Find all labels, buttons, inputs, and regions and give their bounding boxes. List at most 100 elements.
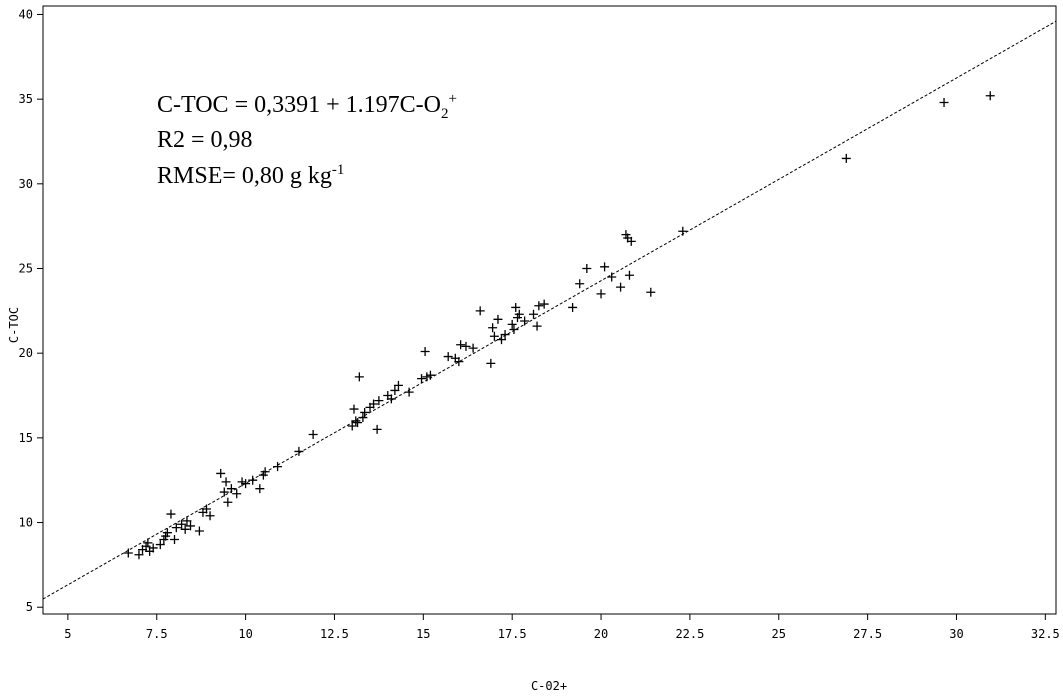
x-tick-label: 12.5 xyxy=(320,627,349,641)
data-point xyxy=(148,543,158,553)
equation-text: C-TOC = 0,3391 + 1.197C-O xyxy=(157,92,441,118)
data-point xyxy=(456,340,466,350)
data-point xyxy=(939,98,949,108)
equation-annotation: C-TOC = 0,3391 + 1.197C-O2+ xyxy=(157,92,457,122)
data-point xyxy=(223,497,233,507)
data-point xyxy=(202,504,212,514)
data-point xyxy=(575,279,585,289)
data-point xyxy=(497,335,507,345)
data-point xyxy=(534,301,544,311)
equation-superscript: + xyxy=(448,91,457,107)
data-point xyxy=(985,91,995,101)
data-point xyxy=(626,236,636,246)
data-point xyxy=(646,287,656,297)
data-point xyxy=(182,516,192,526)
data-point xyxy=(509,324,519,334)
data-point xyxy=(166,509,176,519)
data-point xyxy=(468,343,478,353)
data-point xyxy=(514,309,524,319)
data-point xyxy=(507,319,517,329)
x-tick-label: 7.5 xyxy=(146,627,168,641)
data-point xyxy=(248,475,258,485)
y-tick-label: 25 xyxy=(19,262,33,276)
data-point xyxy=(260,467,270,477)
data-point xyxy=(488,323,498,333)
y-axis: 5 10 15 20 25 30 35 40 xyxy=(19,7,43,614)
equation-subscript: 2 xyxy=(440,105,449,122)
x-tick-label: 30 xyxy=(949,627,963,641)
data-point xyxy=(582,264,592,274)
x-axis-label: C-02+ xyxy=(531,679,567,693)
x-tick-label: 10 xyxy=(238,627,252,641)
data-point xyxy=(443,352,453,362)
x-tick-label: 20 xyxy=(594,627,608,641)
data-point xyxy=(226,484,236,494)
x-tick-label: 22.5 xyxy=(675,627,704,641)
data-point xyxy=(417,374,427,384)
x-axis: 5 7.5 10 12.5 15 17.5 20 22.5 25 27.5 30 32.5 xyxy=(64,614,1060,641)
y-tick-label: 35 xyxy=(19,92,33,106)
data-point xyxy=(493,314,503,324)
rmse-superscript: -1 xyxy=(331,162,345,178)
data-point xyxy=(358,413,368,423)
plot-frame xyxy=(42,5,1057,615)
data-point xyxy=(143,538,153,548)
x-tick-label: 27.5 xyxy=(853,627,882,641)
data-point xyxy=(454,357,464,367)
data-point xyxy=(372,424,382,434)
data-point xyxy=(386,394,396,404)
data-point xyxy=(600,262,610,272)
y-axis-label: C-TOC xyxy=(7,307,21,343)
data-point xyxy=(390,385,400,395)
r2-text: R2 = 0,98 xyxy=(157,127,253,153)
data-point xyxy=(841,153,851,163)
data-point xyxy=(294,446,304,456)
data-point xyxy=(162,528,172,538)
data-point xyxy=(520,316,530,326)
data-point xyxy=(354,372,364,382)
data-point xyxy=(616,282,626,292)
y-tick-label: 20 xyxy=(19,346,33,360)
x-tick-label: 5 xyxy=(64,627,71,641)
data-point xyxy=(216,468,226,478)
r2-annotation: R2 = 0,98 xyxy=(157,128,253,152)
data-point xyxy=(219,487,229,497)
data-points xyxy=(123,91,995,560)
data-point xyxy=(273,462,283,472)
x-tick-label: 25 xyxy=(772,627,786,641)
data-point xyxy=(205,511,215,521)
data-point xyxy=(255,484,265,494)
x-tick-label: 17.5 xyxy=(498,627,527,641)
x-tick-label: 15 xyxy=(416,627,430,641)
data-point xyxy=(369,399,379,409)
data-point xyxy=(180,524,190,534)
y-tick-label: 10 xyxy=(19,516,33,530)
data-point xyxy=(241,479,251,489)
y-tick-label: 15 xyxy=(19,431,33,445)
data-point xyxy=(351,416,361,426)
data-point xyxy=(678,226,688,236)
data-point xyxy=(529,309,539,319)
data-point xyxy=(624,270,634,280)
data-point xyxy=(393,380,403,390)
data-point xyxy=(347,421,357,431)
data-point xyxy=(232,489,242,499)
data-point xyxy=(134,550,144,560)
data-point xyxy=(170,534,180,544)
data-point xyxy=(221,477,231,487)
data-point xyxy=(461,341,471,351)
data-point xyxy=(308,429,318,439)
data-point xyxy=(425,370,435,380)
rmse-text: RMSE= 0,80 g kg xyxy=(157,163,332,189)
data-point xyxy=(374,396,384,406)
data-point xyxy=(607,272,617,282)
data-point xyxy=(500,330,510,340)
data-point xyxy=(155,540,165,550)
data-point xyxy=(360,407,370,417)
data-point xyxy=(177,519,187,529)
data-point xyxy=(475,306,485,316)
data-point xyxy=(568,302,578,312)
data-point xyxy=(511,302,521,312)
data-point xyxy=(123,548,133,558)
